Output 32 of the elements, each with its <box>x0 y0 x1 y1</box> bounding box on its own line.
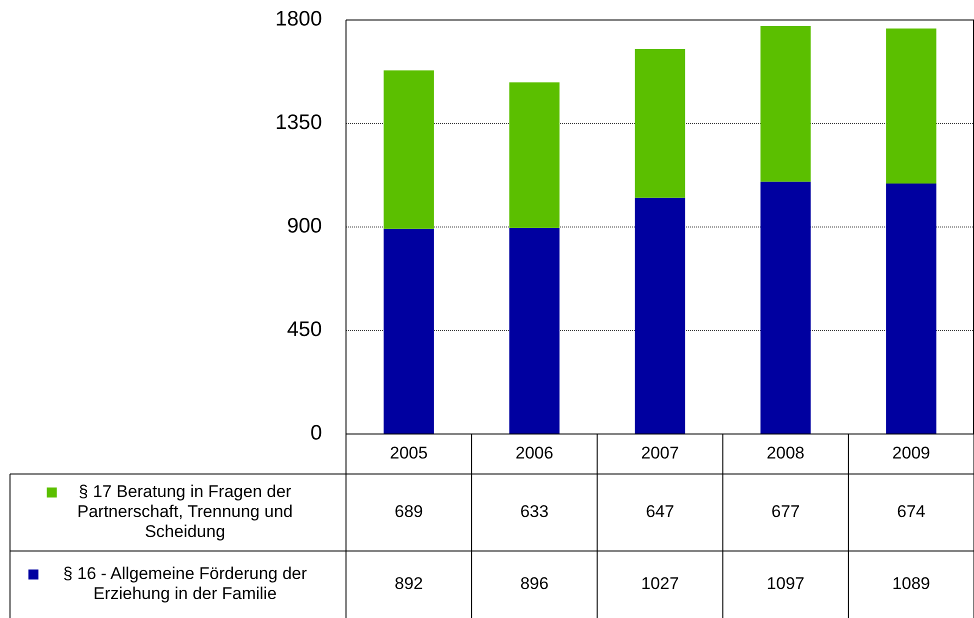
x-tick-label: 2009 <box>892 443 930 462</box>
x-tick-label: 2005 <box>390 443 428 462</box>
y-tick-label: 450 <box>286 318 322 342</box>
y-tick-label: 1350 <box>275 111 322 134</box>
data-label: 1089 <box>892 574 930 593</box>
bar <box>384 70 434 229</box>
data-label: 896 <box>520 574 549 593</box>
x-tick-label: 2006 <box>515 443 554 462</box>
data-label: 633 <box>520 502 549 521</box>
data-label: 1027 <box>641 574 679 593</box>
bar <box>760 26 811 182</box>
x-tick-label: 2008 <box>766 443 805 462</box>
bar <box>886 28 936 184</box>
y-tick-label: 900 <box>286 214 322 238</box>
bar <box>760 182 811 434</box>
legend-label: § 17 Beratung in Fragen der Partnerschaft, Trennung und Scheidung <box>77 482 293 541</box>
legend-label: § 16 - Allgemeine Förderung der Erziehung in der Familie <box>63 564 308 603</box>
data-label: 677 <box>771 502 800 521</box>
bar <box>384 228 434 434</box>
bar <box>509 228 560 434</box>
data-label: 892 <box>394 574 423 593</box>
x-tick-label: 2007 <box>641 443 679 462</box>
y-tick-label: 0 <box>310 422 322 445</box>
data-label: 674 <box>897 502 926 521</box>
data-label: 1097 <box>766 574 805 593</box>
bar <box>886 184 936 434</box>
data-label: 647 <box>646 502 674 521</box>
y-tick-label: 1800 <box>275 8 322 31</box>
bar <box>509 82 560 228</box>
bar <box>634 48 686 198</box>
bar <box>634 198 686 434</box>
data-label: 689 <box>394 502 423 521</box>
